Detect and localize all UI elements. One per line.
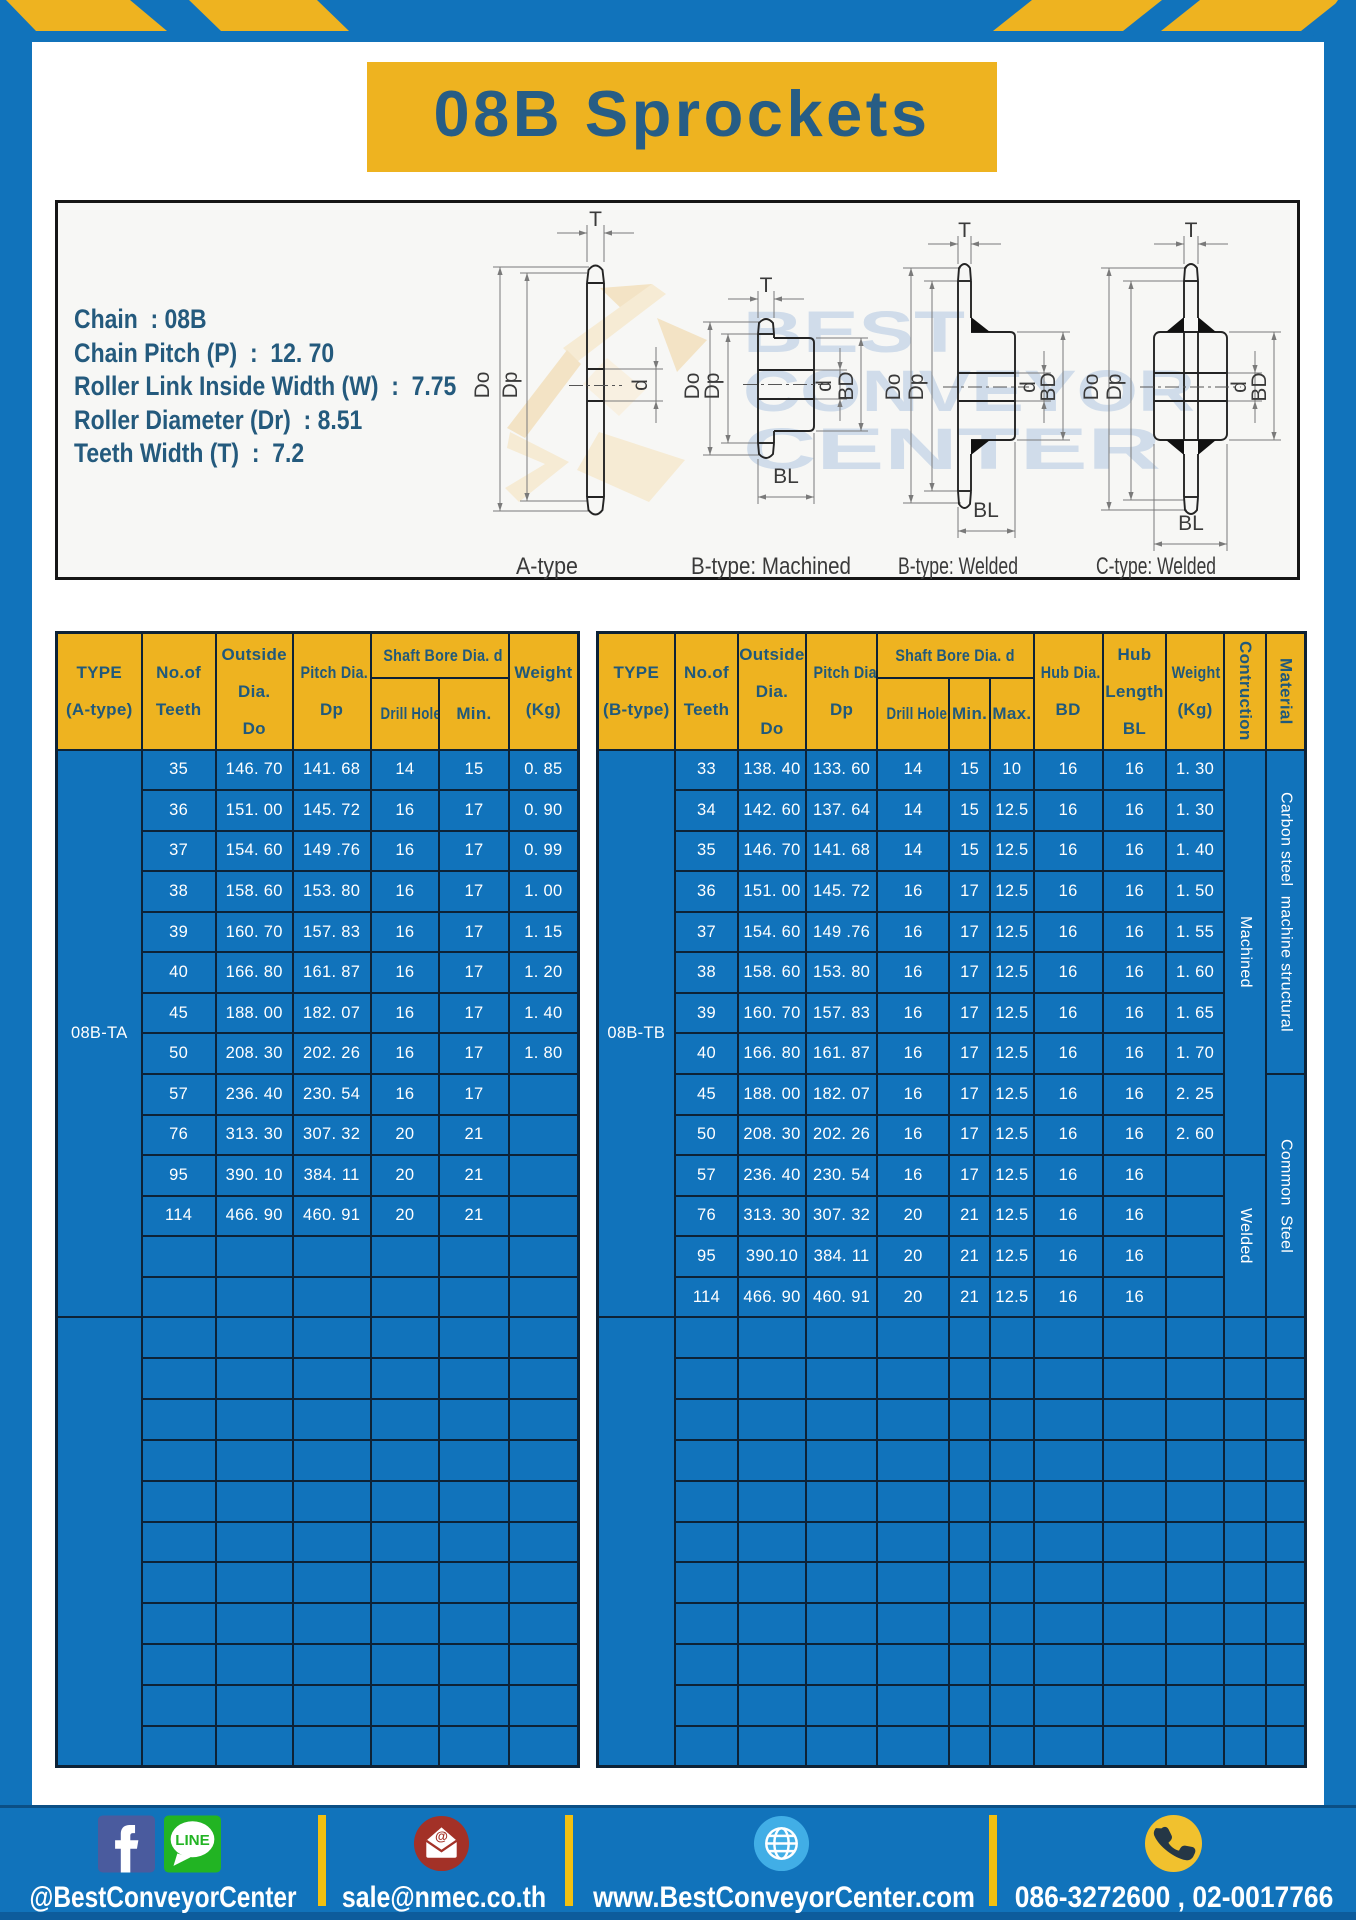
svg-text:Do: Do — [681, 373, 704, 400]
svg-text:d: d — [1017, 381, 1040, 393]
svg-text:BD: BD — [1248, 372, 1271, 401]
svg-text:BD: BD — [835, 371, 858, 400]
svg-text:CONVEYOR: CONVEYOR — [743, 359, 1195, 424]
svg-text:d: d — [629, 379, 652, 391]
svg-text:A-type: A-type — [516, 553, 578, 580]
svg-text:BEST: BEST — [743, 300, 965, 365]
svg-text:BL: BL — [973, 499, 999, 522]
svg-text:LINE: LINE — [175, 1832, 210, 1849]
svg-text:B-type: Welded: B-type: Welded — [898, 553, 1018, 580]
svg-text:BD: BD — [1037, 372, 1060, 401]
svg-text:B-type: Machined: B-type: Machined — [691, 553, 851, 580]
svg-text:Dp: Dp — [905, 374, 928, 401]
svg-text:T: T — [958, 219, 971, 242]
svg-text:C-type: Welded: C-type: Welded — [1096, 553, 1216, 580]
svg-text:Do: Do — [1080, 374, 1103, 401]
svg-text:Dp: Dp — [701, 373, 724, 400]
svg-text:d: d — [813, 380, 836, 392]
svg-text:T: T — [760, 274, 773, 297]
svg-text:@: @ — [435, 1829, 448, 1844]
svg-text:T: T — [589, 208, 602, 231]
svg-text:CENTER: CENTER — [743, 417, 1161, 482]
svg-text:Dp: Dp — [1103, 374, 1126, 401]
svg-text:Do: Do — [471, 372, 494, 399]
svg-text:d: d — [1228, 381, 1251, 393]
svg-text:BL: BL — [773, 465, 799, 488]
svg-text:BL: BL — [1178, 512, 1204, 535]
svg-text:Do: Do — [882, 374, 905, 401]
svg-text:T: T — [1185, 219, 1198, 242]
svg-text:Dp: Dp — [499, 372, 522, 399]
